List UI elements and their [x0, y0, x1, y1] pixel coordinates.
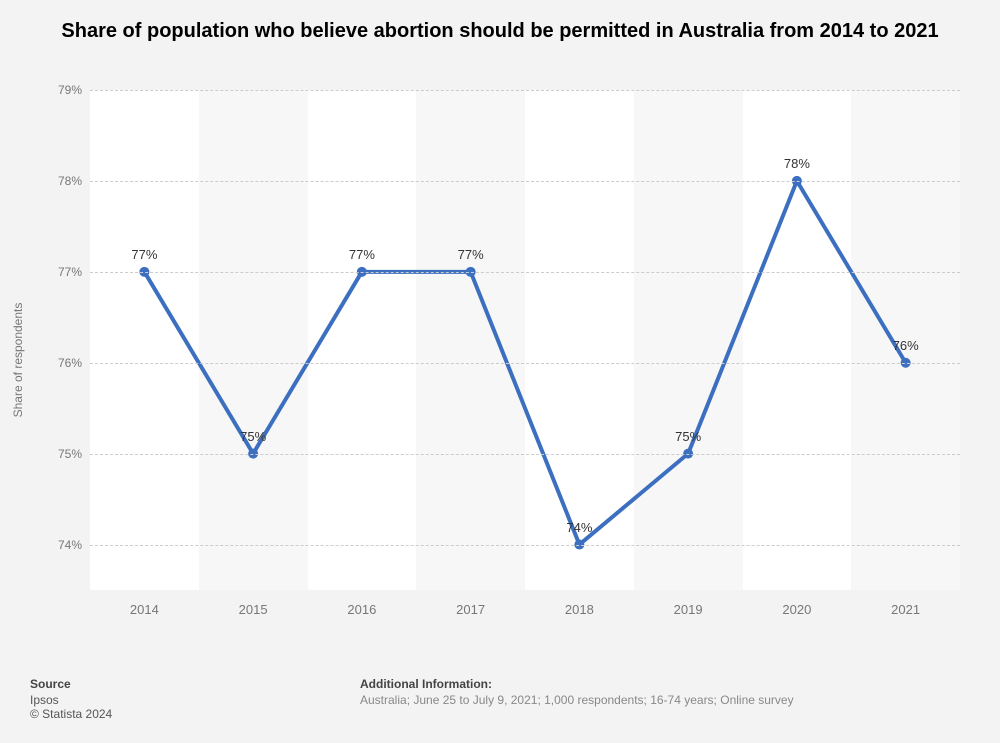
data-label: 77% [458, 247, 484, 262]
source-name: Ipsos [30, 693, 360, 707]
x-tick-label: 2016 [347, 590, 376, 617]
data-label: 78% [784, 156, 810, 171]
gridline [90, 272, 960, 273]
data-label: 75% [675, 429, 701, 444]
chart-area: Share of respondents 74%75%76%77%78%79%2… [30, 80, 970, 640]
data-label: 74% [566, 520, 592, 535]
gridline [90, 363, 960, 364]
data-label: 77% [349, 247, 375, 262]
y-tick-label: 74% [58, 538, 90, 552]
data-label: 77% [131, 247, 157, 262]
info-text: Australia; June 25 to July 9, 2021; 1,00… [360, 693, 970, 707]
x-tick-label: 2019 [674, 590, 703, 617]
gridline [90, 90, 960, 91]
data-label: 75% [240, 429, 266, 444]
y-tick-label: 77% [58, 265, 90, 279]
gridline [90, 454, 960, 455]
source-heading: Source [30, 677, 360, 691]
y-tick-label: 78% [58, 174, 90, 188]
gridline [90, 545, 960, 546]
x-tick-label: 2015 [239, 590, 268, 617]
x-tick-label: 2017 [456, 590, 485, 617]
x-tick-label: 2018 [565, 590, 594, 617]
data-label: 76% [893, 338, 919, 353]
x-tick-label: 2020 [782, 590, 811, 617]
copyright-text: © Statista 2024 [30, 707, 360, 721]
y-tick-label: 76% [58, 356, 90, 370]
y-tick-label: 79% [58, 83, 90, 97]
info-heading: Additional Information: [360, 677, 970, 691]
x-tick-label: 2014 [130, 590, 159, 617]
y-tick-label: 75% [58, 447, 90, 461]
line-svg [90, 90, 960, 590]
chart-title: Share of population who believe abortion… [0, 0, 1000, 45]
y-axis-label: Share of respondents [11, 303, 25, 418]
gridline [90, 181, 960, 182]
chart-footer: Source Ipsos © Statista 2024 Additional … [30, 677, 970, 721]
x-tick-label: 2021 [891, 590, 920, 617]
plot-area: 74%75%76%77%78%79%2014201520162017201820… [90, 90, 960, 590]
